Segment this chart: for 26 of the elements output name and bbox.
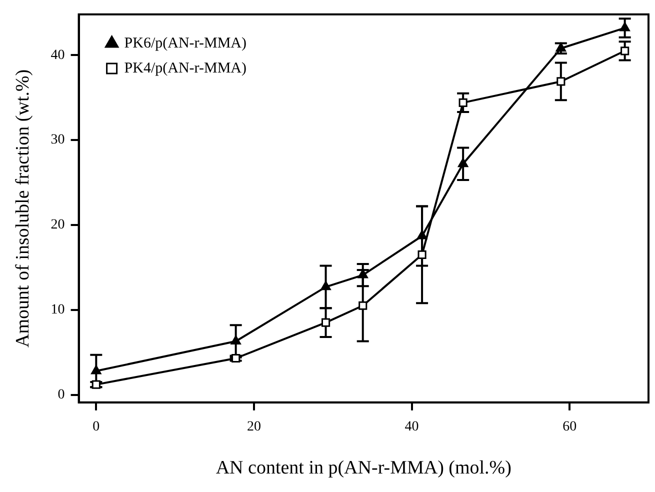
legend-label: PK4/p(AN-r-MMA) bbox=[124, 60, 247, 76]
point bbox=[320, 281, 331, 290]
point bbox=[91, 365, 102, 374]
point bbox=[358, 301, 368, 310]
y-tick-label: 10 bbox=[50, 302, 65, 318]
point bbox=[620, 22, 630, 32]
y-axis-title: Amount of insoluble fraction (wt.%) bbox=[12, 69, 34, 348]
point bbox=[321, 318, 330, 327]
x-tick-label: 60 bbox=[562, 419, 577, 434]
y-tick-label: 30 bbox=[50, 132, 65, 148]
y-tick-label: 20 bbox=[50, 218, 65, 233]
point bbox=[556, 77, 566, 86]
point bbox=[458, 158, 468, 168]
point bbox=[230, 336, 241, 345]
point bbox=[556, 42, 566, 52]
y-tick-label: 40 bbox=[50, 48, 65, 63]
point bbox=[418, 250, 426, 259]
point bbox=[416, 230, 428, 240]
legend-label: PK6/p(AN-r-MMA) bbox=[124, 35, 247, 52]
point bbox=[232, 354, 240, 363]
x-tick-label: 20 bbox=[246, 419, 261, 434]
x-tick-label: 0 bbox=[92, 419, 100, 434]
x-tick-label: 40 bbox=[404, 419, 419, 434]
point bbox=[92, 380, 100, 389]
y-tick-label: 0 bbox=[58, 387, 65, 402]
x-axis-title: AN content in p(AN-r-MMA) (mol.%) bbox=[216, 458, 512, 479]
